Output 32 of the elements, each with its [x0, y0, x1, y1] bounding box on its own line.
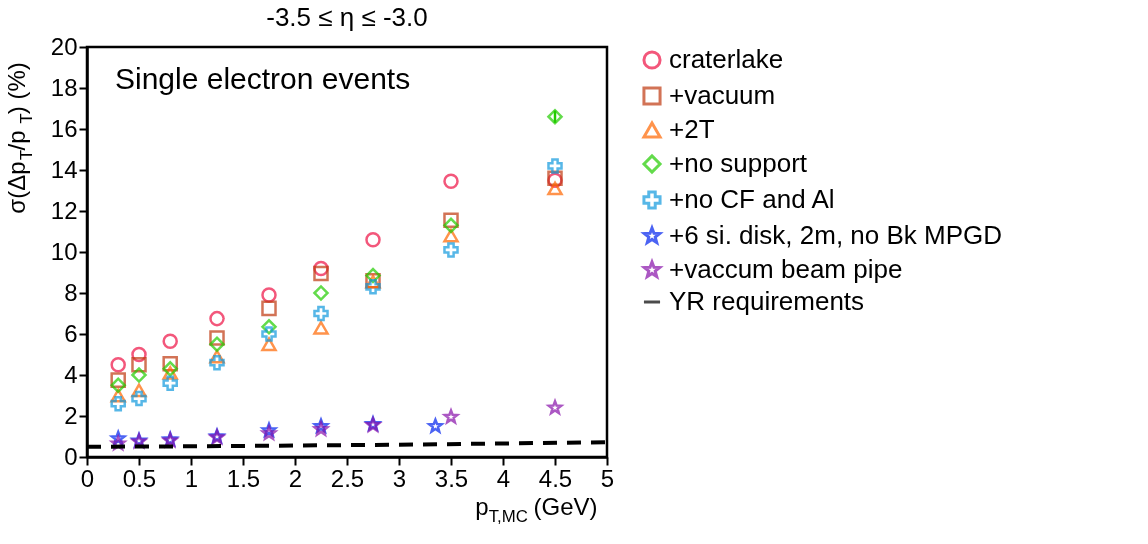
x-tick-label: 3.5 [434, 464, 469, 492]
legend-label: +2T [669, 114, 715, 144]
y-tick-label: 18 [50, 73, 78, 101]
chart-title: -3.5 ≤ η ≤ -3.0 [266, 2, 428, 32]
x-tick-label: 5 [600, 464, 615, 492]
x-tick-label: 4 [496, 464, 511, 492]
y-tick-label: 4 [64, 360, 78, 388]
x-tick-label: 2 [288, 464, 303, 492]
y-tick-label: 14 [50, 155, 78, 183]
legend-label: +no CF and Al [669, 184, 835, 214]
y-tick-label: 2 [64, 401, 78, 429]
legend-label: +6 si. disk, 2m, no Bk MPGD [669, 220, 1003, 250]
y-tick-label: 0 [64, 442, 78, 470]
legend-label: YR requirements [669, 286, 865, 316]
x-tick-label: 1 [184, 464, 199, 492]
legend-label: craterlake [669, 44, 784, 74]
y-tick-label: 10 [50, 237, 78, 265]
x-tick-label: 4.5 [538, 464, 573, 492]
y-axis-title: σ(ΔpT/pT) (%) [3, 62, 37, 214]
x-tick-label: 2.5 [330, 464, 365, 492]
y-tick-label: 20 [50, 32, 78, 60]
legend-label: +no support [669, 148, 808, 178]
x-tick-label: 3 [392, 464, 407, 492]
legend-label: +vacuum [669, 80, 776, 110]
annotation: Single electron events [115, 62, 411, 95]
y-tick-label: 6 [64, 319, 78, 347]
x-tick-label: 0.5 [122, 464, 157, 492]
x-tick-label: 1.5 [226, 464, 261, 492]
y-tick-label: 8 [64, 278, 78, 306]
legend-label: +vaccum beam pipe [669, 254, 903, 284]
y-tick-label: 12 [50, 196, 78, 224]
y-tick-label: 16 [50, 114, 78, 142]
